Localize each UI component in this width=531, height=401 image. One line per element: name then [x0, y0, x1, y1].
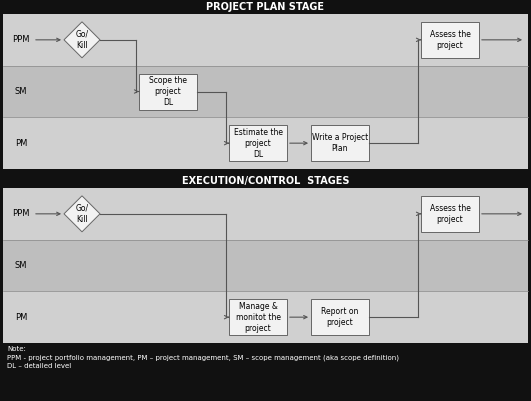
Bar: [421, 196, 479, 232]
Text: PM: PM: [15, 313, 27, 322]
Text: Assess the
project: Assess the project: [430, 30, 470, 50]
Text: Note:
PPM - project portfolio management, PM – project management, SM – scope ma: Note: PPM - project portfolio management…: [7, 346, 399, 369]
Bar: [3, 343, 528, 401]
Text: PPM: PPM: [12, 209, 30, 218]
Text: Scope the
project
DL: Scope the project DL: [149, 76, 187, 107]
Bar: [311, 125, 369, 161]
Text: PPM: PPM: [12, 35, 30, 45]
Bar: [3, 14, 528, 66]
Text: Estimate the
project
DL: Estimate the project DL: [234, 128, 282, 159]
Text: PROJECT PLAN STAGE: PROJECT PLAN STAGE: [207, 2, 324, 12]
Text: Assess the
project: Assess the project: [430, 204, 470, 224]
Bar: [139, 73, 197, 109]
Text: PM: PM: [15, 139, 27, 148]
Bar: [311, 299, 369, 335]
Text: SM: SM: [15, 87, 27, 96]
Bar: [3, 292, 528, 343]
Bar: [421, 22, 479, 58]
Polygon shape: [64, 22, 100, 58]
Text: Manage &
monitot the
project: Manage & monitot the project: [236, 302, 280, 333]
Polygon shape: [64, 196, 100, 232]
Bar: [229, 125, 287, 161]
Bar: [3, 188, 528, 240]
Text: Report on
project: Report on project: [321, 307, 358, 327]
Bar: [3, 0, 528, 14]
Bar: [3, 117, 528, 169]
Bar: [3, 66, 528, 117]
Text: EXECUTION/CONTROL  STAGES: EXECUTION/CONTROL STAGES: [182, 176, 349, 186]
Bar: [3, 240, 528, 292]
Bar: [229, 299, 287, 335]
Text: SM: SM: [15, 261, 27, 270]
Text: Go/
Kill: Go/ Kill: [75, 30, 89, 50]
Text: Write a Project
Plan: Write a Project Plan: [312, 133, 368, 153]
Text: Go/
Kill: Go/ Kill: [75, 204, 89, 224]
Bar: [3, 174, 528, 188]
